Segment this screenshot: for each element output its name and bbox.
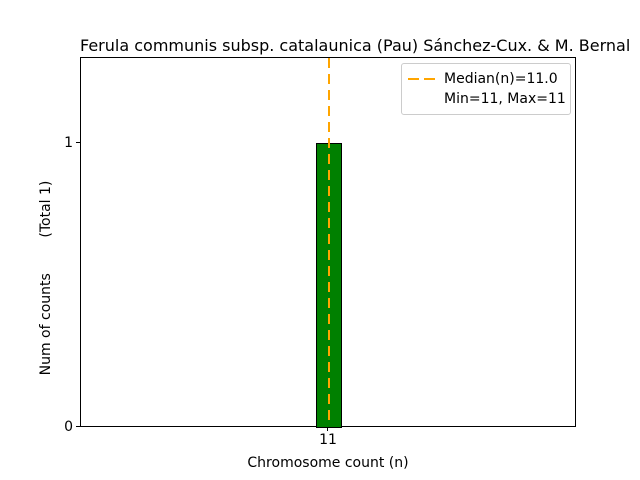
y-tick-mark-1 <box>76 142 80 143</box>
y-tick-label-0: 0 <box>64 419 73 435</box>
x-tick-label-11: 11 <box>319 432 337 448</box>
median-line-sample-icon <box>408 78 436 80</box>
y-axis-label: Num of counts (Total 1) <box>38 180 54 376</box>
median-dashed-line <box>328 58 330 426</box>
legend-label-median: Median(n)=11.0 <box>444 71 558 87</box>
x-tick-mark-11 <box>327 427 328 431</box>
y-tick-label-1: 1 <box>64 135 73 151</box>
legend-entry-median: Median(n)=11.0 <box>408 69 564 89</box>
y-tick-mark-0 <box>76 426 80 427</box>
chart-title: Ferula communis subsp. catalaunica (Pau)… <box>80 36 631 55</box>
x-axis-label: Chromosome count (n) <box>247 455 409 471</box>
plot-area <box>80 57 576 428</box>
legend: Median(n)=11.0 Min=11, Max=11 <box>401 63 571 115</box>
legend-entry-minmax: Min=11, Max=11 <box>408 89 566 109</box>
legend-handle-spacer <box>408 98 436 100</box>
legend-label-minmax: Min=11, Max=11 <box>444 91 566 107</box>
